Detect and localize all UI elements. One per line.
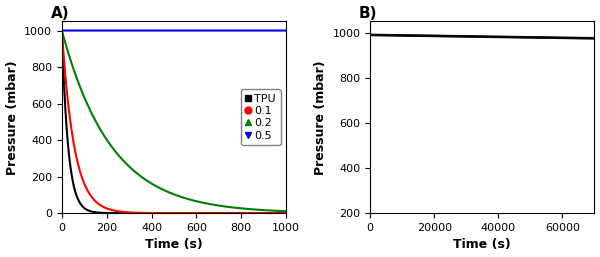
Y-axis label: Pressure (mbar): Pressure (mbar): [5, 60, 19, 175]
Y-axis label: Pressure (mbar): Pressure (mbar): [314, 60, 327, 175]
Text: B): B): [359, 6, 377, 21]
Text: A): A): [50, 6, 69, 21]
X-axis label: Time (s): Time (s): [145, 238, 203, 251]
X-axis label: Time (s): Time (s): [454, 238, 511, 251]
Legend: TPU, 0.1, 0.2, 0.5: TPU, 0.1, 0.2, 0.5: [241, 89, 281, 145]
